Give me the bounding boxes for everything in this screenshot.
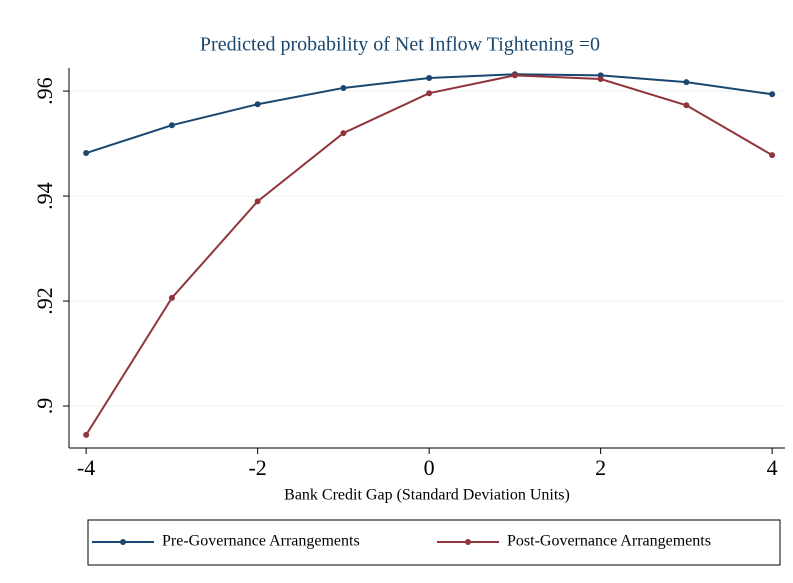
- x-tick-label: -2: [248, 455, 266, 480]
- point: [254, 198, 261, 205]
- legend-marker: [120, 539, 126, 545]
- y-tick-label: .92: [32, 287, 57, 315]
- point: [340, 84, 347, 91]
- x-tick-label: 0: [424, 455, 435, 480]
- x-tick-label: -4: [77, 455, 95, 480]
- point: [426, 90, 433, 97]
- point: [168, 122, 175, 129]
- y-tick-label: .94: [32, 182, 57, 210]
- point: [683, 102, 690, 109]
- chart-title: Predicted probability of Net Inflow Tigh…: [200, 34, 600, 56]
- x-tick-label: 2: [595, 455, 606, 480]
- legend-box: [87, 519, 781, 566]
- legend-label: Post-Governance Arrangements: [507, 533, 711, 550]
- point: [597, 76, 604, 83]
- point: [340, 130, 347, 137]
- y-tick-label: .9: [32, 398, 57, 415]
- legend-label: Pre-Governance Arrangements: [162, 533, 360, 550]
- point: [168, 294, 175, 301]
- x-tick-label: 4: [767, 455, 778, 480]
- point: [83, 150, 90, 157]
- point: [769, 152, 776, 159]
- point: [769, 91, 776, 98]
- point: [511, 72, 518, 79]
- point: [683, 79, 690, 86]
- x-axis-label: Bank Credit Gap (Standard Deviation Unit…: [284, 487, 570, 504]
- legend-marker: [465, 539, 471, 545]
- point: [254, 101, 261, 108]
- point: [426, 74, 433, 81]
- y-tick-label: .96: [32, 77, 57, 105]
- point: [83, 431, 90, 438]
